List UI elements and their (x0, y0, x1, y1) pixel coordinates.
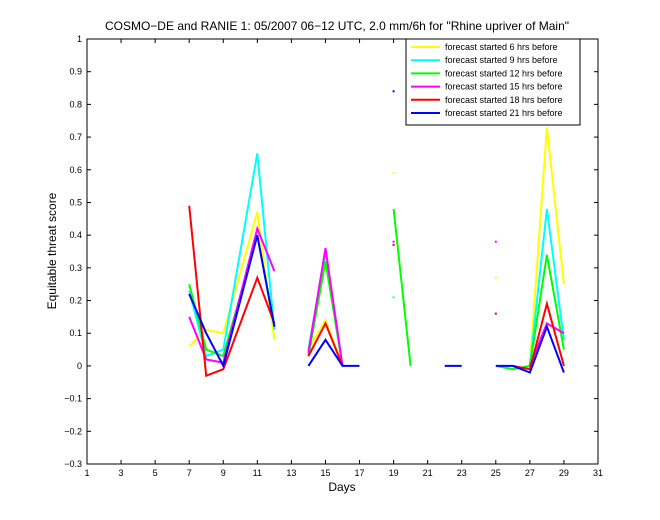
x-tick-label: 25 (491, 468, 501, 478)
x-tick-label: 27 (525, 468, 535, 478)
x-tick-label: 3 (119, 468, 124, 478)
y-tick-label: 0.3 (69, 263, 82, 273)
series-line (392, 208, 412, 367)
series-line (307, 337, 360, 367)
y-tick-label: −0.1 (64, 394, 82, 404)
series-line (307, 248, 344, 367)
x-tick-label: 21 (423, 468, 433, 478)
x-tick-label: 11 (253, 468, 262, 478)
x-tick-label: 13 (286, 468, 296, 478)
y-tick-label: 0.6 (69, 165, 82, 175)
y-tick-label: −0.3 (64, 459, 82, 469)
legend-entry-label: forecast started 21 hrs before (445, 108, 563, 118)
series-layer (188, 90, 565, 378)
legend-entry-label: forecast started 9 hrs before (445, 55, 558, 65)
x-tick-label: 17 (355, 468, 365, 478)
series-line (495, 323, 565, 374)
data-point (392, 243, 395, 246)
series-line (307, 321, 344, 367)
y-tick-label: 0 (77, 361, 82, 371)
x-axis-label: Days (328, 480, 355, 494)
y-tick-label: 0.7 (69, 132, 82, 142)
x-tick-label: 5 (153, 468, 158, 478)
x-tick-label: 1 (84, 468, 89, 478)
series-line (512, 299, 565, 371)
series-line (528, 321, 565, 367)
x-tick-label: 31 (593, 468, 603, 478)
data-point (392, 296, 395, 299)
y-tick-label: 1 (77, 34, 82, 44)
series-line (188, 153, 276, 358)
y-tick-label: 0.8 (69, 99, 82, 109)
series-line (528, 208, 565, 367)
series-5 (188, 90, 565, 374)
data-point (494, 240, 497, 243)
y-tick-label: 0.9 (69, 67, 82, 77)
y-tick-label: 0.5 (69, 197, 82, 207)
legend-entry-label: forecast started 12 hrs before (445, 68, 563, 78)
legend-entry-label: forecast started 18 hrs before (445, 95, 563, 105)
legend: forecast started 6 hrs before forecast st… (405, 38, 581, 126)
y-tick-label: 0.1 (69, 328, 82, 338)
y-tick-label: 0.2 (69, 296, 82, 306)
data-point (494, 276, 497, 279)
y-tick-label: −0.2 (64, 426, 82, 436)
x-tick-label: 7 (187, 468, 192, 478)
chart-title: COSMO−DE and RANIE 1: 05/2007 06−12 UTC,… (105, 19, 569, 33)
data-point (392, 90, 395, 93)
x-tick-label: 15 (320, 468, 330, 478)
x-tick-label: 23 (457, 468, 467, 478)
x-tick-label: 19 (389, 468, 399, 478)
y-tick-label: 0.4 (69, 230, 82, 240)
data-point (392, 240, 395, 243)
x-tick-label: 9 (221, 468, 226, 478)
data-point (494, 312, 497, 315)
series-line (528, 127, 565, 366)
legend-entry-label: forecast started 6 hrs before (445, 42, 558, 52)
y-axis-label: Equitable threat score (45, 192, 59, 309)
series-line (188, 234, 276, 369)
legend-box (405, 38, 581, 126)
x-tick-label: 29 (559, 468, 569, 478)
data-point (392, 172, 395, 175)
axis-ticks: 1 3 5 7 9 11 13 15 17 19 21 23 25 27 29 31−0.3−0.2−0.10… (64, 34, 603, 478)
legend-entry-label: forecast started 15 hrs before (445, 82, 563, 92)
